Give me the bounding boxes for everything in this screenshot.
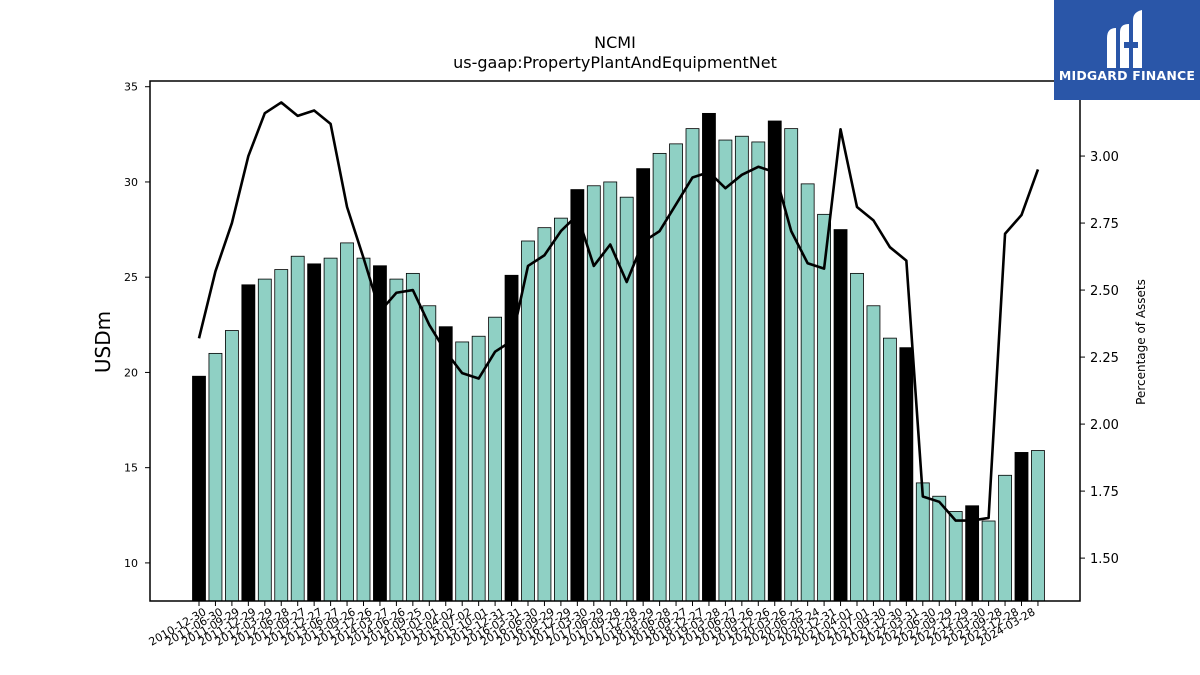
bar <box>224 330 239 602</box>
y-tick-label: 35 <box>124 81 138 94</box>
bar <box>850 272 864 602</box>
y2-tick-label: 3.00 <box>1090 150 1119 165</box>
y2-tick-label: 2.25 <box>1090 351 1119 366</box>
bar <box>290 255 305 602</box>
bar <box>521 240 535 602</box>
bar <box>554 217 568 602</box>
logo-text: MIDGARD FINANCE <box>1058 68 1196 83</box>
bar <box>915 482 930 602</box>
bar <box>685 128 700 602</box>
y2-tick-label: 2.75 <box>1090 217 1119 232</box>
y2-axis-label: Percentage of Assets <box>1134 279 1148 405</box>
bar <box>784 128 799 602</box>
logo-mark-icon <box>1107 10 1142 68</box>
bar <box>981 520 996 602</box>
x-axis: 2010-12-302011-06-302011-09-292011-12-29… <box>147 601 1039 649</box>
bar <box>455 341 470 602</box>
bar <box>948 511 963 602</box>
bar <box>241 284 256 602</box>
bar <box>817 213 831 602</box>
y2-tick-label: 1.50 <box>1090 552 1119 567</box>
bars-layer <box>192 112 1045 602</box>
bar <box>307 263 322 602</box>
y-tick-label: 20 <box>124 366 138 379</box>
bar <box>422 305 437 602</box>
y-axis-right: 1.50 1.75 2.00 2.25 2.50 2.75 3.00 <box>1080 150 1119 567</box>
plot-frame <box>149 80 1081 602</box>
y2-tick-label: 2.00 <box>1090 418 1119 433</box>
bar <box>405 272 420 602</box>
brand-logo: MIDGARD FINANCE <box>1054 0 1200 100</box>
bar <box>373 265 387 602</box>
bar <box>883 337 897 602</box>
bar <box>257 278 272 602</box>
bar <box>866 305 881 602</box>
bar <box>751 141 766 602</box>
bar <box>340 242 354 602</box>
line-layer <box>197 101 1040 522</box>
chart-title: NCMI <box>594 33 636 52</box>
y2-tick-label: 2.50 <box>1090 284 1119 299</box>
bar <box>899 347 914 602</box>
bar <box>438 326 453 602</box>
bar <box>1031 450 1045 602</box>
bar <box>208 352 223 602</box>
bar <box>389 278 404 602</box>
y2-tick-label: 1.75 <box>1090 485 1119 500</box>
bar <box>1014 452 1029 602</box>
bar <box>932 495 947 602</box>
chart-subtitle: us-gaap:PropertyPlantAndEquipmentNet <box>453 53 777 72</box>
y-axis-label: USDm <box>91 311 115 373</box>
percentage-line <box>197 101 1040 522</box>
bar <box>274 269 289 602</box>
bar <box>323 257 338 602</box>
bar <box>192 375 206 602</box>
bar <box>702 112 716 602</box>
bar <box>652 152 667 602</box>
bar <box>619 196 634 602</box>
y-tick-label: 30 <box>124 176 138 189</box>
bar <box>734 135 749 602</box>
bar <box>833 229 848 602</box>
y-tick-label: 15 <box>124 462 138 475</box>
bar <box>998 474 1012 602</box>
bar <box>356 257 371 602</box>
y-tick-label: 10 <box>124 557 138 570</box>
bar <box>570 189 585 602</box>
y-tick-label: 25 <box>124 271 138 284</box>
bar <box>636 168 651 602</box>
bar <box>800 183 815 602</box>
bar <box>718 139 733 602</box>
y-axis-left: 10 15 20 25 30 35 <box>124 81 150 570</box>
bar <box>537 227 552 602</box>
